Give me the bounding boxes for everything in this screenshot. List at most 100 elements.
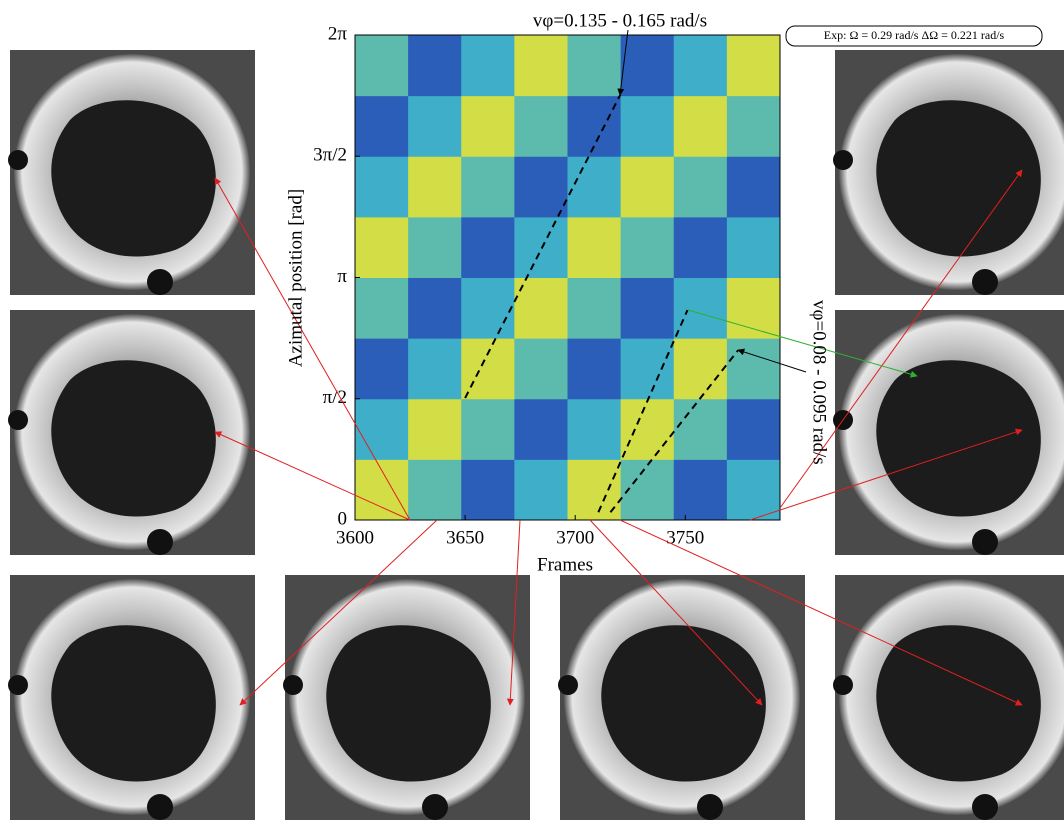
photo-fixture: [972, 794, 998, 820]
guide-line: [609, 349, 739, 513]
y-tick-label: 0: [338, 508, 348, 529]
heatmap-cell: [514, 277, 568, 339]
heatmap-cell: [355, 95, 409, 157]
x-tick-label: 3750: [666, 527, 704, 548]
guide-line: [464, 94, 622, 399]
photo-fixture: [147, 529, 173, 555]
x-tick-label: 3600: [336, 527, 374, 548]
photo-fixture: [422, 794, 448, 820]
annotation: vφ=0.08 - 0.095 rad/s: [809, 300, 830, 465]
heatmap-cell: [514, 156, 568, 218]
heatmap-cell: [408, 277, 462, 339]
heatmap-cell: [726, 277, 781, 339]
heatmap-cell: [408, 95, 462, 157]
annotation: Exp: Ω = 0.29 rad/s ΔΩ = 0.221 rad/s: [824, 28, 1005, 42]
arrow: [214, 177, 411, 521]
heatmap-cell: [355, 398, 409, 460]
photo: [283, 575, 530, 820]
arrow: [779, 169, 1023, 509]
heatmap-cell: [726, 95, 781, 157]
annotation-box: [785, 25, 1043, 47]
y-tick-label: 2π: [328, 23, 348, 44]
photo: [558, 575, 805, 820]
heatmap-cell: [408, 35, 462, 97]
heatmap-cell: [620, 95, 675, 157]
heatmap-cell: [620, 459, 675, 521]
x-tick-label: 3700: [556, 527, 594, 548]
heatmap-cell: [461, 338, 515, 400]
heatmap-cell: [567, 35, 622, 97]
heatmap-cell: [355, 156, 409, 218]
heatmap-cell: [514, 338, 568, 400]
photo-fixture: [283, 675, 303, 695]
guide-line: [597, 309, 689, 513]
photo-fixture: [147, 269, 173, 295]
heatmap-cell: [726, 459, 781, 521]
heatmap-cell: [461, 398, 515, 460]
photo-blob: [326, 625, 491, 782]
heatmap-cell: [408, 156, 462, 218]
heatmap-cell: [726, 398, 781, 460]
heatmap-cell: [673, 35, 728, 97]
heatmap-cell: [461, 277, 515, 339]
photo-fixture: [558, 675, 578, 695]
heatmap-cell: [461, 95, 515, 157]
heatmap-cell: [408, 459, 462, 521]
heatmap-cell: [355, 216, 409, 278]
heatmap-cell: [461, 156, 515, 218]
y-tick-label: 3π/2: [313, 145, 347, 166]
heatmap-cell: [673, 156, 728, 218]
arrows: [214, 29, 1023, 706]
heatmap-cell: [355, 338, 409, 400]
heatmap-cell: [673, 398, 728, 460]
photo: [8, 50, 255, 295]
arrow: [239, 519, 438, 706]
arrow: [619, 519, 1023, 706]
photo: [8, 575, 255, 820]
heatmap-cell: [620, 338, 675, 400]
photo-blob: [51, 625, 216, 782]
heatmap-cell: [673, 459, 728, 521]
photo-fixture: [972, 269, 998, 295]
photo-fixture: [8, 675, 28, 695]
photos: [8, 50, 1064, 820]
photo-fixture: [833, 675, 853, 695]
heatmap-cell: [673, 338, 728, 400]
heatmap-cell: [567, 398, 622, 460]
heatmap-cell: [408, 216, 462, 278]
heatmap-cell: [726, 216, 781, 278]
y-tick-label: π/2: [323, 387, 347, 408]
x-axis-label: Frames: [537, 554, 593, 575]
heatmap-cell: [461, 216, 515, 278]
y-tick-label: π: [337, 266, 347, 287]
heatmap-cell: [514, 459, 568, 521]
heatmap-cell: [461, 459, 515, 521]
heatmap-cell: [567, 156, 622, 218]
heatmap-cell: [461, 35, 515, 97]
heatmap-plot: 3600 3650 3700 3750 0 π/2 π 3π/2 2π: [313, 23, 781, 548]
heatmap-cell: [355, 459, 409, 521]
heatmap-cell: [620, 35, 675, 97]
heatmap-cell: [408, 338, 462, 400]
photo-fixture: [8, 150, 28, 170]
x-tick-label: 3650: [446, 527, 484, 548]
photo: [833, 575, 1064, 820]
heatmap-cell: [620, 398, 675, 460]
heatmap-cell: [514, 95, 568, 157]
heatmap-cell: [567, 459, 622, 521]
photo-fixture: [833, 150, 853, 170]
heatmap-cell: [673, 216, 728, 278]
heatmap-cell: [726, 338, 781, 400]
heatmap-cell: [355, 35, 409, 97]
heatmap-cell: [620, 156, 675, 218]
photo-fixture: [697, 794, 723, 820]
arrow: [617, 29, 629, 96]
heatmap-cell: [514, 398, 568, 460]
photo-blob: [51, 360, 216, 517]
photo: [8, 310, 255, 555]
photo-blob: [876, 360, 1041, 517]
photo-blob: [601, 625, 766, 782]
photo-fixture: [972, 529, 998, 555]
